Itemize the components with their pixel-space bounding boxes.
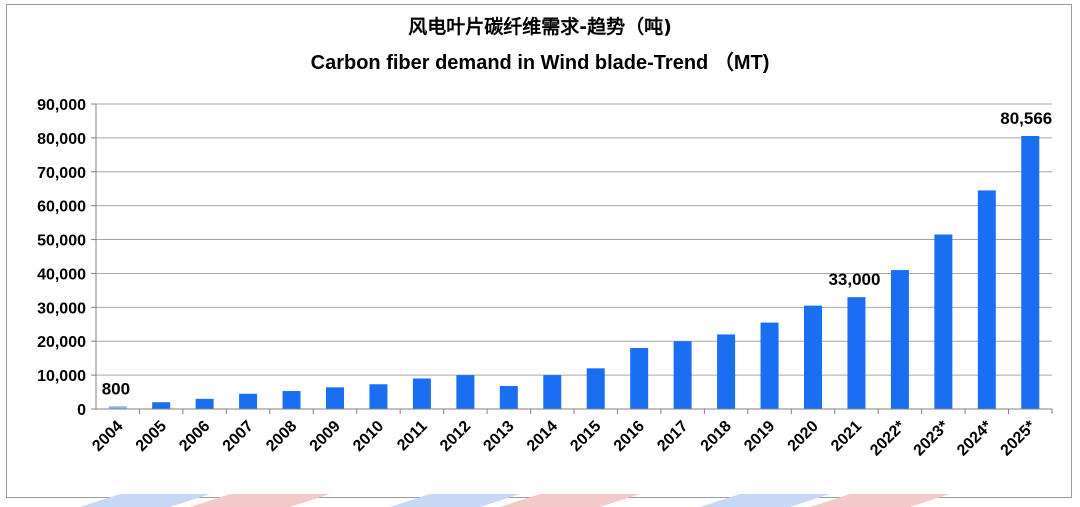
bar: [847, 297, 866, 409]
bars: [108, 135, 1040, 410]
watermark-stripe: [810, 494, 950, 507]
y-tick-label: 10,000: [37, 368, 86, 385]
x-tick-labels: 2004 2005 2006 2007 2008 2009 2010 2011 2012 2013…: [89, 417, 1039, 459]
y-tick-label: 90,000: [37, 97, 86, 114]
y-tick-labels: 0 10,000 20,000 30,000 40,000 50,000 60,000 70,…: [37, 97, 86, 419]
x-tick-label: 2005: [133, 418, 170, 455]
x-tick-label: 2008: [263, 418, 300, 455]
x-tick-label: 2018: [698, 418, 735, 455]
x-tick-label: 2021: [828, 418, 865, 455]
x-tick-label: 2017: [654, 418, 691, 455]
bar: [673, 341, 692, 409]
x-tick-label: 2022*: [867, 417, 909, 459]
bar: [890, 270, 909, 409]
bar: [804, 305, 822, 409]
chart-title: 风电叶片碳纤维需求-趋势（吨): [408, 16, 672, 38]
gridlines: [96, 103, 1052, 376]
bar: [369, 384, 388, 409]
bar: [239, 393, 258, 409]
bar: [760, 322, 779, 409]
bar: [456, 375, 475, 409]
watermark-stripe: [390, 494, 520, 507]
data-label: 33,000: [828, 270, 880, 289]
bar: [1021, 135, 1040, 410]
x-tick-label: 2011: [394, 418, 431, 455]
bar: [412, 378, 431, 409]
x-tick-label: 2007: [220, 418, 257, 455]
watermark-stripe: [700, 494, 830, 507]
chart-frame: [6, 4, 1072, 498]
x-tick-label: 2016: [611, 418, 648, 455]
bar: [282, 391, 301, 409]
x-tick-label: 2010: [350, 418, 387, 455]
x-tick-label: 2014: [524, 418, 561, 455]
x-tick-label: 2024*: [954, 417, 996, 459]
y-tick-label: 70,000: [37, 165, 86, 182]
y-tick-label: 30,000: [37, 300, 86, 317]
data-labels: 800 33,000 80,566: [102, 109, 1053, 398]
bar: [499, 385, 518, 409]
y-tick-label: 80,000: [37, 131, 86, 148]
axes: [91, 103, 1053, 414]
watermark-stripe: [190, 494, 330, 507]
bar: [717, 334, 736, 409]
x-tick-label: 2012: [437, 418, 474, 455]
bar: [152, 402, 171, 409]
y-tick-label: 40,000: [37, 266, 86, 283]
y-tick-label: 60,000: [37, 199, 86, 216]
y-tick-label: 0: [77, 402, 86, 419]
bar: [630, 348, 649, 409]
y-tick-label: 50,000: [37, 233, 86, 250]
bar: [586, 368, 605, 409]
bar-chart: 0 10,000 20,000 30,000 40,000 50,000 60,000 70,…: [37, 97, 1053, 459]
y-tick-label: 20,000: [37, 334, 86, 351]
bar: [934, 234, 953, 409]
watermark-stripe: [80, 494, 210, 507]
data-label: 80,566: [1000, 109, 1052, 128]
bar: [108, 406, 127, 409]
x-tick-label: 2020: [785, 418, 822, 455]
x-tick-label: 2004: [89, 418, 126, 455]
bar: [326, 387, 344, 409]
watermark-stripe: [500, 494, 640, 507]
watermark-stripes: [80, 494, 950, 507]
chart-subtitle: Carbon fiber demand in Wind blade-Trend …: [310, 52, 770, 74]
x-tick-label: 2006: [176, 418, 213, 455]
x-tick-label: 2019: [741, 418, 778, 455]
bar: [543, 375, 562, 409]
bar: [977, 190, 996, 409]
x-tick-label: 2023*: [911, 417, 953, 459]
bar: [195, 398, 214, 409]
data-label: 800: [102, 379, 130, 398]
x-tick-label: 2013: [480, 418, 517, 455]
x-tick-label: 2009: [307, 418, 344, 455]
x-tick-label: 2015: [567, 418, 604, 455]
x-tick-label: 2025*: [998, 417, 1040, 459]
